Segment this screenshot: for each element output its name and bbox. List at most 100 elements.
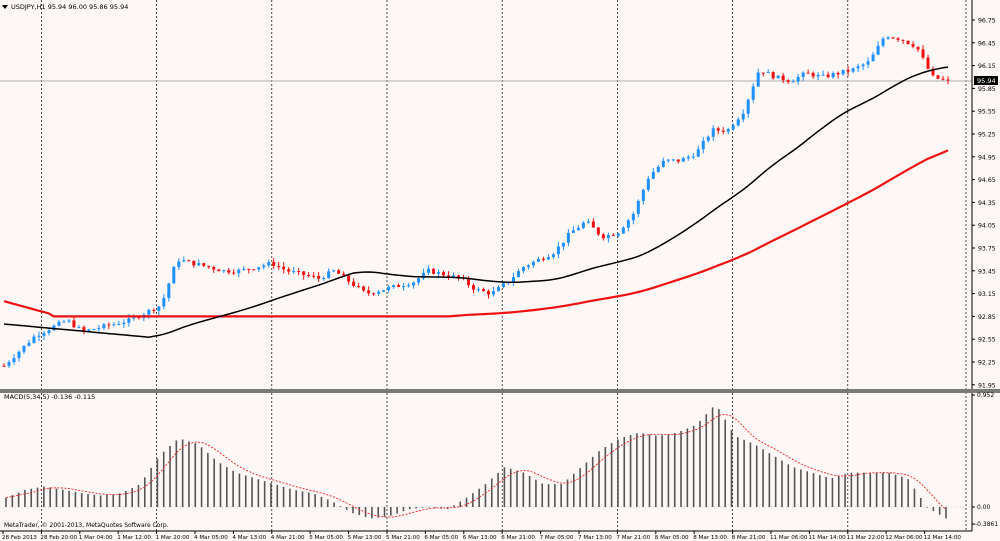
macd-bar xyxy=(383,507,386,517)
time-axis-label: 7 Mar 05:00 xyxy=(540,535,574,541)
candle-body xyxy=(921,49,925,58)
macd-axis-min: -0.3861 xyxy=(975,521,998,528)
macd-bar xyxy=(875,472,878,507)
candle-body xyxy=(352,281,356,286)
candles-group xyxy=(2,35,950,369)
candle-body xyxy=(521,267,525,272)
main-price-area[interactable] xyxy=(0,35,972,369)
candle-body xyxy=(37,335,41,337)
candle-body xyxy=(192,260,196,266)
macd-bar xyxy=(478,488,480,507)
candle-body xyxy=(97,328,101,330)
time-axis-label: 5 Mar 21:00 xyxy=(386,535,420,541)
price-axis-label: 95.55 xyxy=(978,109,996,116)
candle-body xyxy=(836,72,840,75)
macd-bar xyxy=(434,507,436,508)
macd-bar xyxy=(686,428,689,507)
macd-bar xyxy=(257,479,260,507)
candle-body xyxy=(67,320,71,322)
candle-body xyxy=(112,324,116,326)
macd-bar xyxy=(55,488,58,507)
macd-bar xyxy=(812,473,815,507)
candle-body xyxy=(616,233,620,236)
time-axis[interactable]: 28 Feb 2013 28 Feb 20:00 1 Mar 04:00 1 Mar … xyxy=(0,530,972,541)
candle-body xyxy=(496,287,500,292)
time-axis-label: 12 Mar 06:00 xyxy=(885,535,923,541)
macd-bar xyxy=(572,473,575,507)
candle-body xyxy=(447,275,451,278)
candle-body xyxy=(102,324,106,329)
macd-bar xyxy=(882,472,884,507)
candle-body xyxy=(641,189,645,201)
macd-bar xyxy=(169,446,171,507)
symbol-header[interactable]: USDJPY,H1 95.94 96.00 95.86 95.94 xyxy=(2,3,128,11)
macd-bar xyxy=(5,497,7,507)
macd-bar xyxy=(270,483,272,507)
candle-body xyxy=(7,362,11,366)
candle-body xyxy=(272,262,276,267)
candle-body xyxy=(731,125,735,130)
macd-axis[interactable]: 0.952 0.00 -0.3861 xyxy=(971,392,998,531)
candle-body xyxy=(631,213,635,221)
time-axis-label: 6 Mar 21:00 xyxy=(501,535,535,541)
macd-bar xyxy=(579,468,581,507)
collapse-triangle-icon[interactable] xyxy=(2,5,8,9)
candle-body xyxy=(332,270,336,272)
macd-bar xyxy=(17,492,20,507)
macd-bar xyxy=(24,489,26,507)
candle-body xyxy=(576,227,580,231)
candle-body xyxy=(157,306,161,311)
macd-bar xyxy=(408,507,411,510)
macd-bar xyxy=(99,495,102,507)
candle-body xyxy=(856,66,860,69)
macd-bar xyxy=(43,486,45,507)
candle-body xyxy=(746,99,750,114)
macd-bar xyxy=(226,467,228,507)
macd-bar xyxy=(901,476,903,507)
candle-body xyxy=(232,272,236,274)
macd-bar xyxy=(131,487,133,507)
macd-panel[interactable] xyxy=(0,407,972,519)
macd-bar xyxy=(93,494,96,507)
candle-body xyxy=(377,291,381,294)
candle-body xyxy=(736,119,740,126)
candle-body xyxy=(127,318,131,323)
candle-body xyxy=(651,171,655,179)
macd-bar xyxy=(793,467,796,507)
macd-bar xyxy=(207,453,209,507)
candle-body xyxy=(27,342,31,346)
candle-body xyxy=(721,130,725,132)
candle-body xyxy=(706,136,710,141)
macd-bar xyxy=(699,420,701,507)
macd-bar xyxy=(863,472,865,507)
time-axis-label: 5 Mar 05:00 xyxy=(309,535,343,541)
candle-body xyxy=(277,266,281,268)
macd-bar xyxy=(150,467,152,507)
macd-bar xyxy=(850,472,853,507)
candle-body xyxy=(701,140,705,150)
price-axis[interactable]: 96.75 96.45 96.15 95.85 95.55 95.25 94.95 94.65… xyxy=(971,0,996,390)
macd-bar xyxy=(768,453,771,507)
panel-separator[interactable] xyxy=(0,389,1000,393)
macd-bar xyxy=(11,495,14,507)
candle-body xyxy=(566,232,570,243)
macd-bar xyxy=(844,474,846,507)
candle-body xyxy=(591,221,595,228)
candle-body xyxy=(187,260,191,262)
macd-bar xyxy=(421,507,424,508)
candle-body xyxy=(302,271,306,276)
macd-bar xyxy=(308,492,310,507)
macd-bar xyxy=(156,458,159,507)
macd-bar xyxy=(837,476,840,507)
candle-body xyxy=(901,39,905,41)
price-axis-label: 96.45 xyxy=(978,40,996,47)
macd-bar xyxy=(819,475,821,507)
macd-bar xyxy=(661,435,663,507)
candle-body xyxy=(457,275,461,278)
candle-body xyxy=(536,258,540,262)
macd-bar xyxy=(459,501,462,507)
candle-body xyxy=(716,128,720,131)
candle-body xyxy=(247,268,251,270)
time-axis-label: 5 Mar 13:00 xyxy=(348,535,382,541)
